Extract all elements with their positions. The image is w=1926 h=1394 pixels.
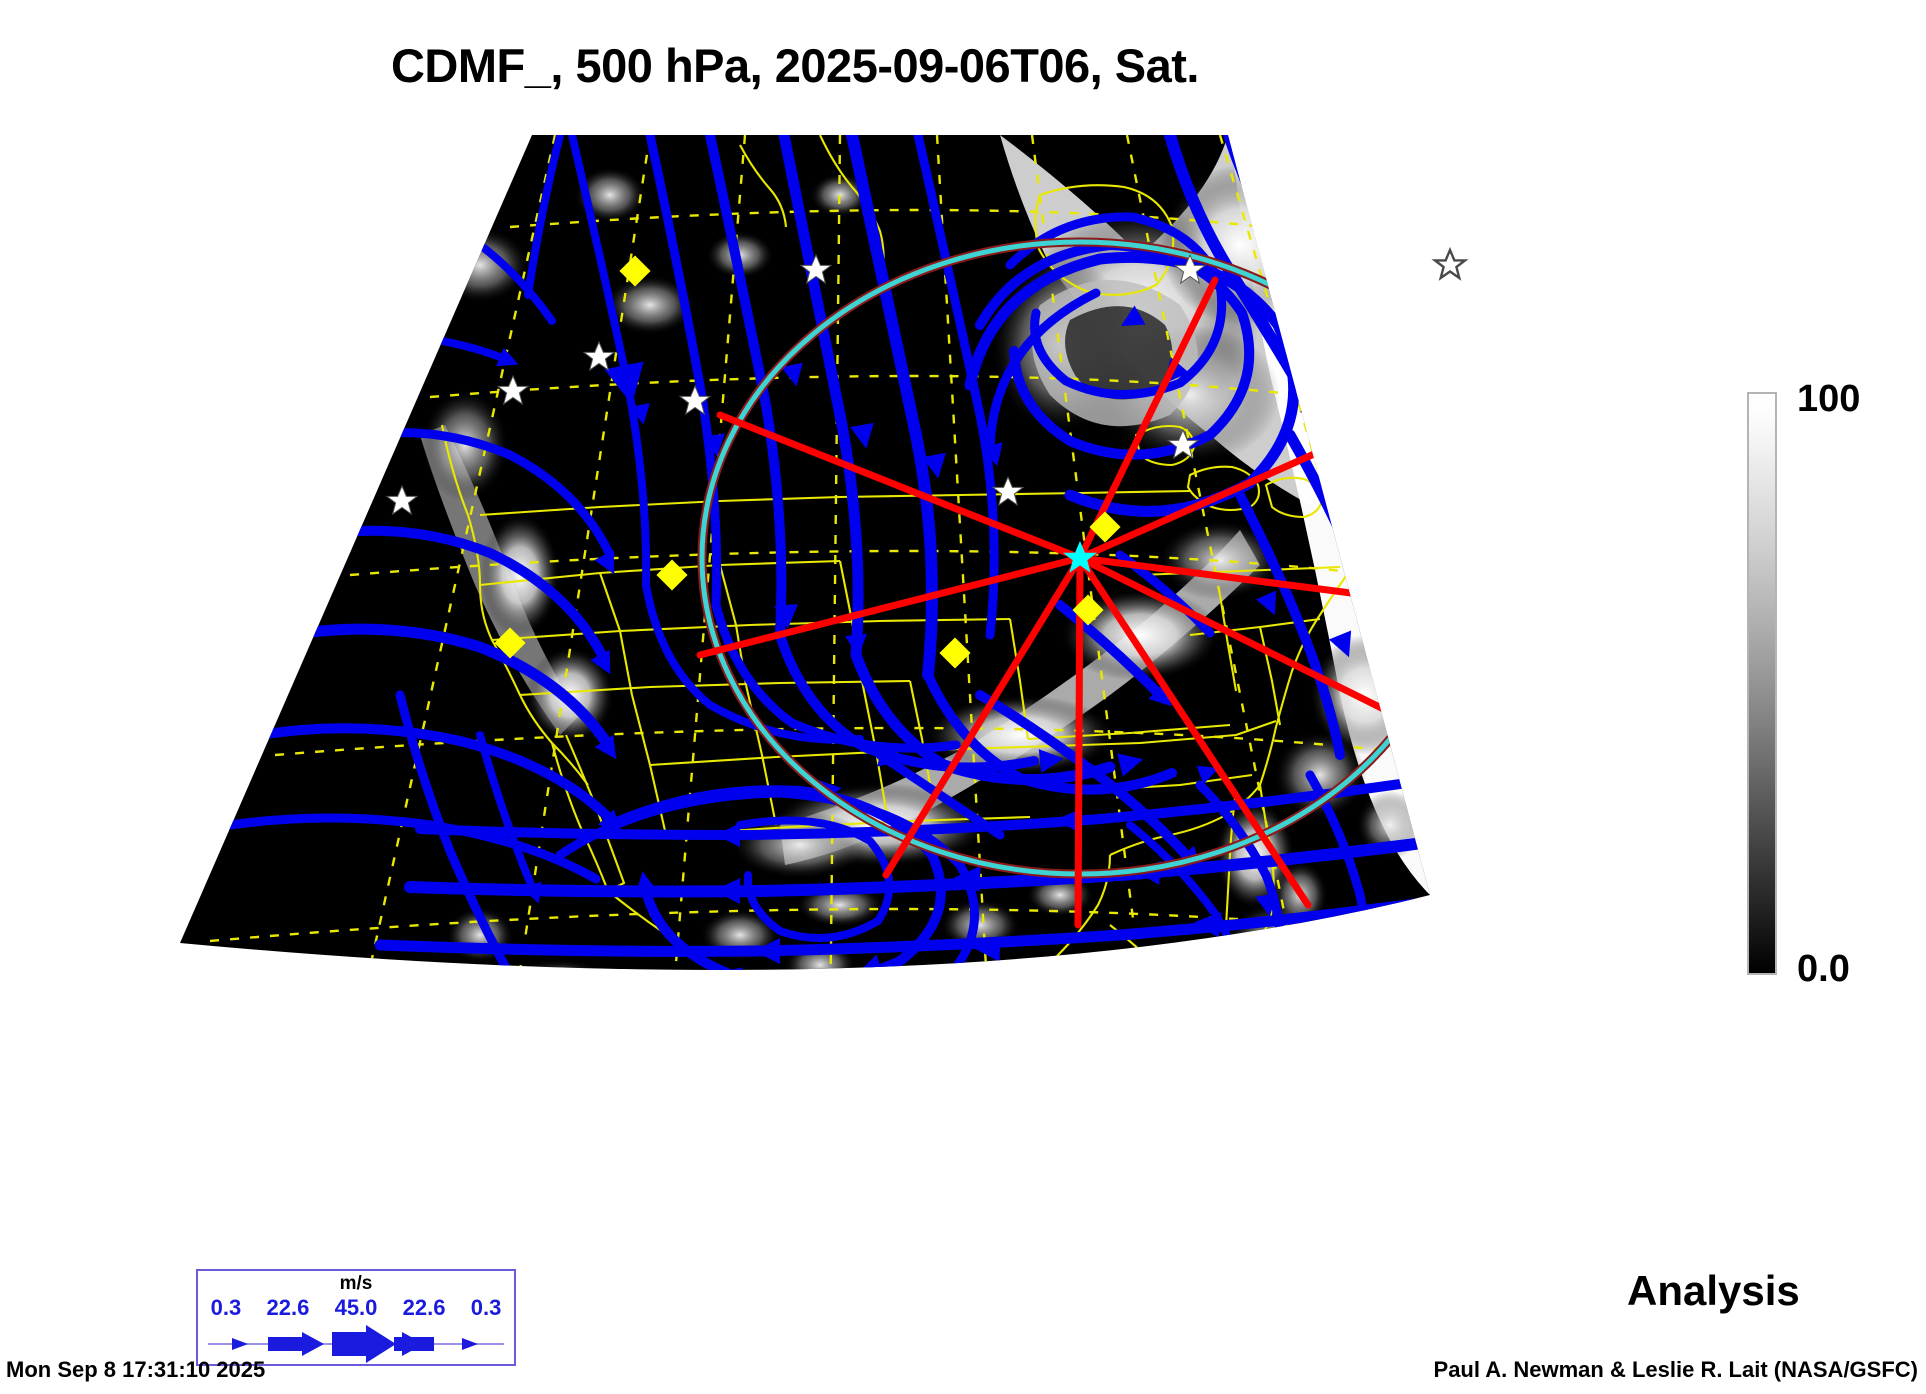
colorbar[interactable]: 100 0.0: [1747, 378, 1917, 1002]
map-plot[interactable]: [180, 135, 1720, 1245]
colorbar-max-label: 100: [1797, 378, 1861, 420]
wind-legend-tick: 45.0: [334, 1295, 378, 1320]
wind-arrow-small-right: [462, 1338, 478, 1350]
radial-center-star-icon[interactable]: [1063, 541, 1097, 573]
station-star-markers[interactable]: [385, 253, 1207, 516]
radial-transects[interactable]: [696, 276, 1552, 929]
colorbar-gradient[interactable]: [1747, 392, 1777, 975]
wind-speed-legend: m/s 0.3 22.6 45.0 22.6 0.3: [196, 1269, 516, 1366]
star-marker[interactable]: [385, 484, 419, 516]
wind-legend-arrow-scale: [208, 1325, 504, 1363]
wind-arrow-small-left: [232, 1338, 248, 1350]
star-marker[interactable]: [1166, 428, 1200, 460]
wind-legend-units-label: m/s: [339, 1273, 373, 1294]
wind-legend-tick: 22.6: [402, 1295, 446, 1320]
page-title: CDMF_, 500 hPa, 2025-09-06T06, Sat.: [390, 39, 1200, 92]
render-timestamp: Mon Sep 8 17:31:10 2025: [6, 1357, 266, 1382]
wind-legend-tick: 0.3: [210, 1295, 242, 1320]
colorbar-min-label: 0.0: [1797, 948, 1850, 990]
star-marker[interactable]: [1173, 253, 1207, 285]
star-marker[interactable]: [991, 475, 1025, 507]
wind-arrow-medium-left-head: [302, 1332, 324, 1356]
star-marker[interactable]: [799, 253, 833, 285]
wind-legend-tick: 0.3: [470, 1295, 502, 1320]
wind-arrow-large-head: [366, 1325, 396, 1363]
wind-arrow-large-shaft: [332, 1332, 372, 1356]
star-marker[interactable]: [678, 384, 712, 416]
analysis-mode-label: Analysis: [1627, 1267, 1800, 1314]
wind-arrow-medium-left-shaft: [268, 1337, 306, 1351]
star-marker[interactable]: [496, 374, 530, 406]
wind-legend-tick: 22.6: [266, 1295, 310, 1320]
star-marker[interactable]: [582, 340, 616, 372]
wind-arrow-medium-right-head: [402, 1332, 424, 1356]
wind-legend-tick-labels: 0.3 22.6 45.0 22.6 0.3: [198, 1295, 514, 1321]
map-panel[interactable]: [180, 135, 1720, 1245]
author-credit: Paul A. Newman & Leslie R. Lait (NASA/GS…: [1433, 1357, 1918, 1382]
star-marker-outlined[interactable]: [1431, 246, 1469, 281]
